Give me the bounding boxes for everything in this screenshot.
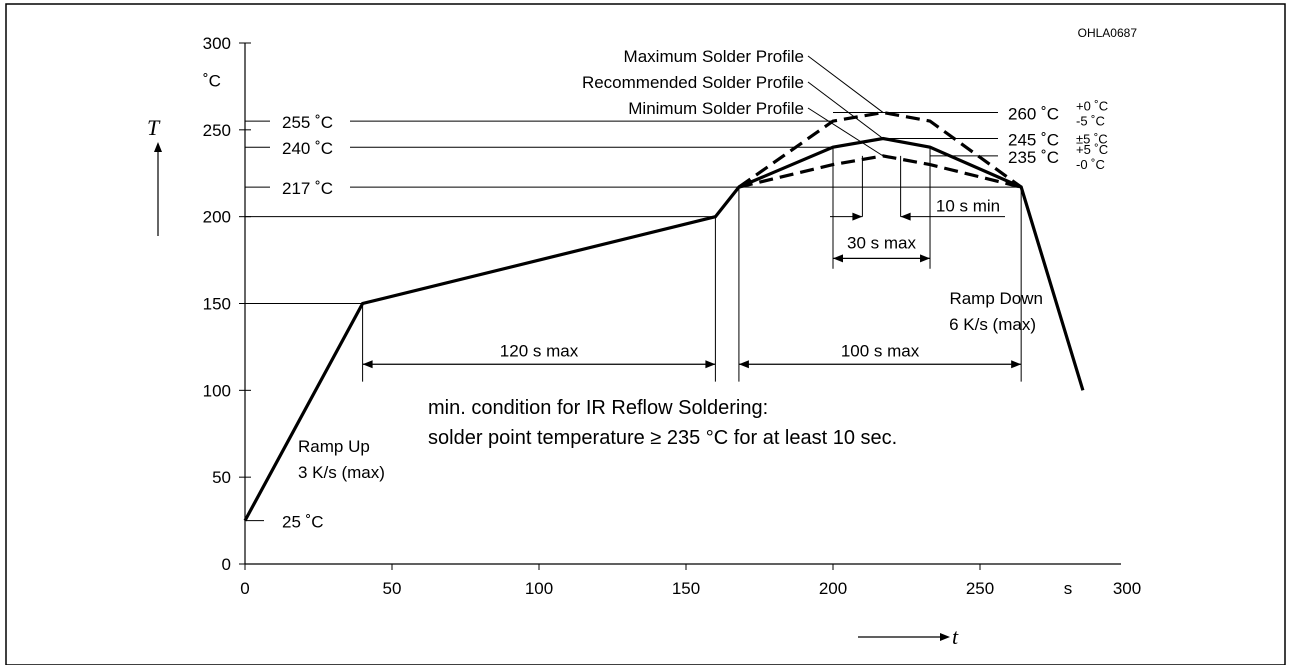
- series-group: [243, 110, 1085, 522]
- interval-label: 10 s min: [936, 197, 1000, 216]
- peak-tol-lower: -0 ˚C: [1076, 157, 1105, 172]
- y-unit-label: ˚C: [203, 71, 221, 90]
- interval-label: 120 s max: [500, 341, 579, 360]
- interval-arrow-head: [920, 254, 931, 263]
- y-tick-label: 200: [203, 208, 231, 227]
- profile-label: Minimum Solder Profile: [628, 99, 804, 118]
- x-tick-label: 300: [1113, 579, 1141, 598]
- series-line-maximum-solder-profile: [737, 110, 1023, 189]
- ramp-up-label: Ramp Up: [298, 437, 370, 456]
- x-tick-label: 250: [966, 579, 994, 598]
- profile-label: Maximum Solder Profile: [624, 47, 804, 66]
- x-tick-label: 100: [525, 579, 553, 598]
- interval-arrow-head: [900, 212, 911, 221]
- ramp-down-label: Ramp Down: [949, 289, 1043, 308]
- profile-leader-line: [807, 55, 884, 113]
- profile-label: Recommended Solder Profile: [582, 73, 804, 92]
- temperature-label-bg: [270, 175, 350, 198]
- peak-temp-label: 245 ˚C: [1008, 131, 1059, 150]
- temperature-label: 217 ˚C: [282, 179, 333, 198]
- y-tick-label: 0: [222, 555, 231, 574]
- peak-tol-lower: -5 ˚C: [1076, 113, 1105, 128]
- interval-arrow-head: [362, 360, 373, 369]
- peak-tol-label: ±5 ˚C: [1076, 132, 1108, 147]
- interval-arrow-head: [1011, 360, 1022, 369]
- interval-label: 30 s max: [847, 233, 916, 252]
- x-axis-arrow-head: [940, 633, 950, 641]
- y-tick-label: 300: [203, 34, 231, 53]
- x-tick-label: 50: [383, 579, 402, 598]
- profile-leader-line: [807, 81, 884, 139]
- x-axis-label: t: [952, 624, 959, 649]
- axes: 0 50 100 150 200 250 300 0 50 100 150 200 250 300 ˚C s T…: [147, 34, 1141, 649]
- interval-arrow-head: [738, 360, 749, 369]
- interval-label: 100 s max: [841, 341, 920, 360]
- peak-temp-label: 235 ˚C: [1008, 148, 1059, 167]
- series-line-minimum-solder-profile: [738, 154, 1022, 189]
- y-tick-label: 50: [212, 468, 231, 487]
- interval-arrow-head: [833, 254, 843, 263]
- condition-line-1: min. condition for IR Reflow Soldering:: [428, 397, 768, 419]
- temperature-label: 25 ˚C: [282, 513, 324, 532]
- temperature-label-bg: [270, 109, 350, 132]
- x-unit-label: s: [1064, 579, 1073, 598]
- condition-line-2: solder point temperature ≥ 235 °C for at…: [428, 427, 897, 449]
- interval-arrow-head: [852, 212, 863, 221]
- profile-leader-line: [807, 107, 884, 157]
- interval-arrow-head: [705, 360, 716, 369]
- y-axis-label: T: [147, 115, 161, 140]
- peak-temp-label: 260 ˚C: [1008, 104, 1059, 123]
- y-tick-label: 250: [203, 121, 231, 140]
- peak-tol-upper: +5 ˚C: [1076, 142, 1108, 157]
- ramp-down-rate: 6 K/s (max): [949, 315, 1036, 334]
- x-tick-label: 200: [819, 579, 847, 598]
- y-tick-label: 150: [203, 294, 231, 313]
- temperature-label-bg: [270, 135, 350, 158]
- y-tick-label: 100: [203, 381, 231, 400]
- annotations: Ramp Up 3 K/s (max) Ramp Down 6 K/s (max) mi…: [298, 289, 1043, 482]
- ramp-up-rate: 3 K/s (max): [298, 463, 385, 482]
- figure-id: OHLA0687: [1078, 26, 1138, 40]
- temperature-label: 240 ˚C: [282, 139, 333, 158]
- temperature-labels: 255 ˚C 240 ˚C 217 ˚C 25 ˚C Maximum Solder Pr…: [245, 47, 1108, 532]
- interval-markers: 120 s max 100 s max 30 s max 10 s min: [362, 197, 1022, 369]
- x-tick-label: 150: [672, 579, 700, 598]
- temperature-label: 255 ˚C: [282, 113, 333, 132]
- series-line-recommended-solder-profile: [243, 136, 1085, 522]
- y-axis-arrow-head: [154, 142, 162, 152]
- peak-tol-upper: +0 ˚C: [1076, 98, 1108, 113]
- x-tick-label: 0: [240, 579, 249, 598]
- temperature-label-bg: [270, 508, 350, 531]
